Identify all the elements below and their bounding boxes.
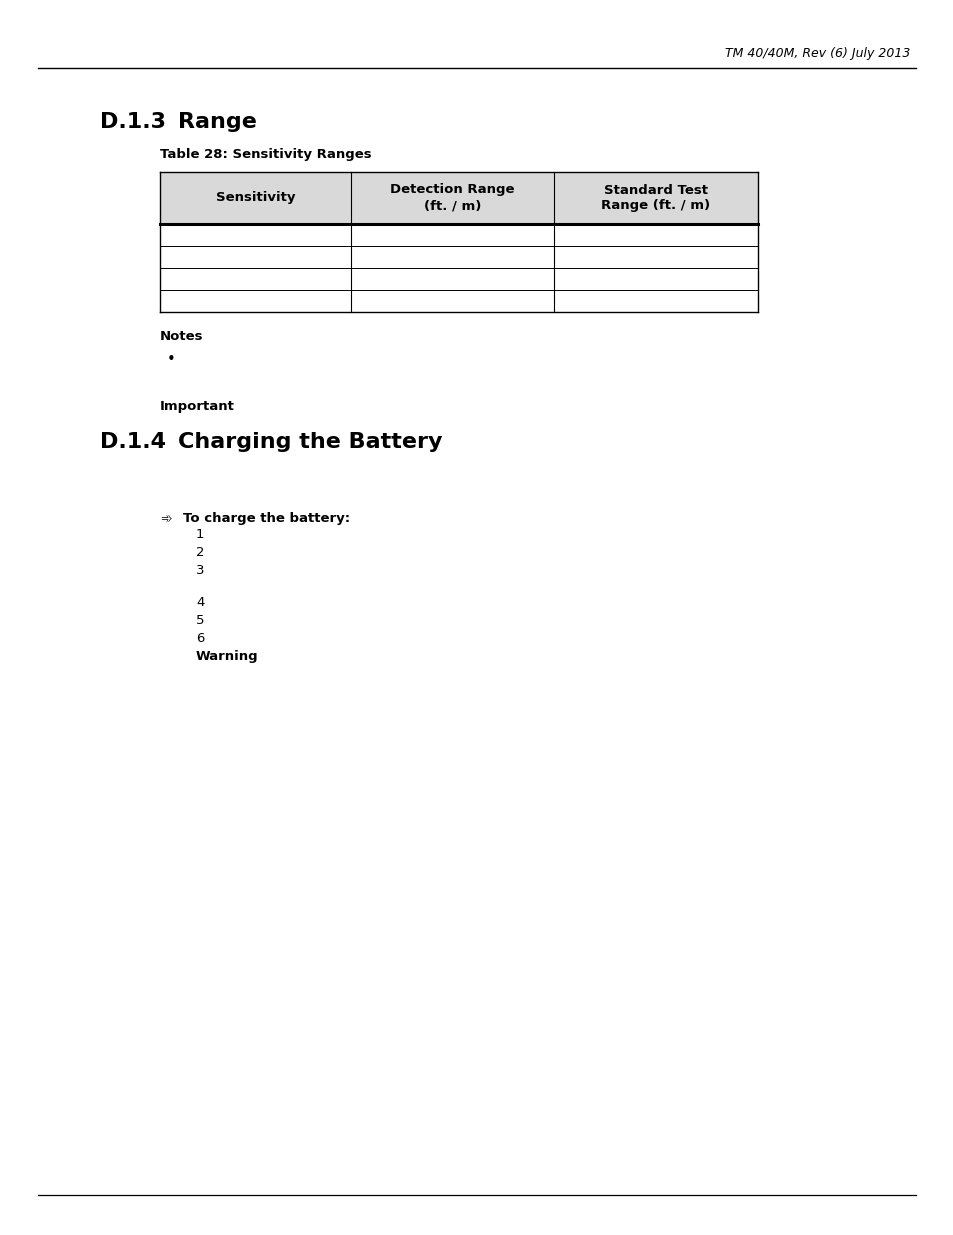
Text: •: • xyxy=(167,352,175,367)
Text: 4: 4 xyxy=(195,597,204,609)
Text: Warning: Warning xyxy=(195,650,258,663)
Text: D.1.4: D.1.4 xyxy=(100,432,166,452)
Text: TM 40/40M, Rev (6) July 2013: TM 40/40M, Rev (6) July 2013 xyxy=(724,47,909,61)
Text: Important: Important xyxy=(160,400,234,412)
Text: Notes: Notes xyxy=(160,330,203,343)
Text: 3: 3 xyxy=(195,564,204,577)
Text: 5: 5 xyxy=(195,614,204,627)
Text: 6: 6 xyxy=(195,632,204,645)
Text: To charge the battery:: To charge the battery: xyxy=(183,513,350,525)
Text: Range: Range xyxy=(178,112,256,132)
Text: Detection Range
(ft. / m): Detection Range (ft. / m) xyxy=(390,184,515,212)
Text: Charging the Battery: Charging the Battery xyxy=(178,432,442,452)
Text: ➾: ➾ xyxy=(160,513,172,526)
Bar xyxy=(160,172,758,224)
Text: Table 28: Sensitivity Ranges: Table 28: Sensitivity Ranges xyxy=(160,148,372,161)
Text: Standard Test
Range (ft. / m): Standard Test Range (ft. / m) xyxy=(600,184,710,212)
Text: D.1.3: D.1.3 xyxy=(100,112,166,132)
Text: 1: 1 xyxy=(195,529,204,541)
Text: Sensitivity: Sensitivity xyxy=(215,191,294,205)
Text: 2: 2 xyxy=(195,546,204,559)
